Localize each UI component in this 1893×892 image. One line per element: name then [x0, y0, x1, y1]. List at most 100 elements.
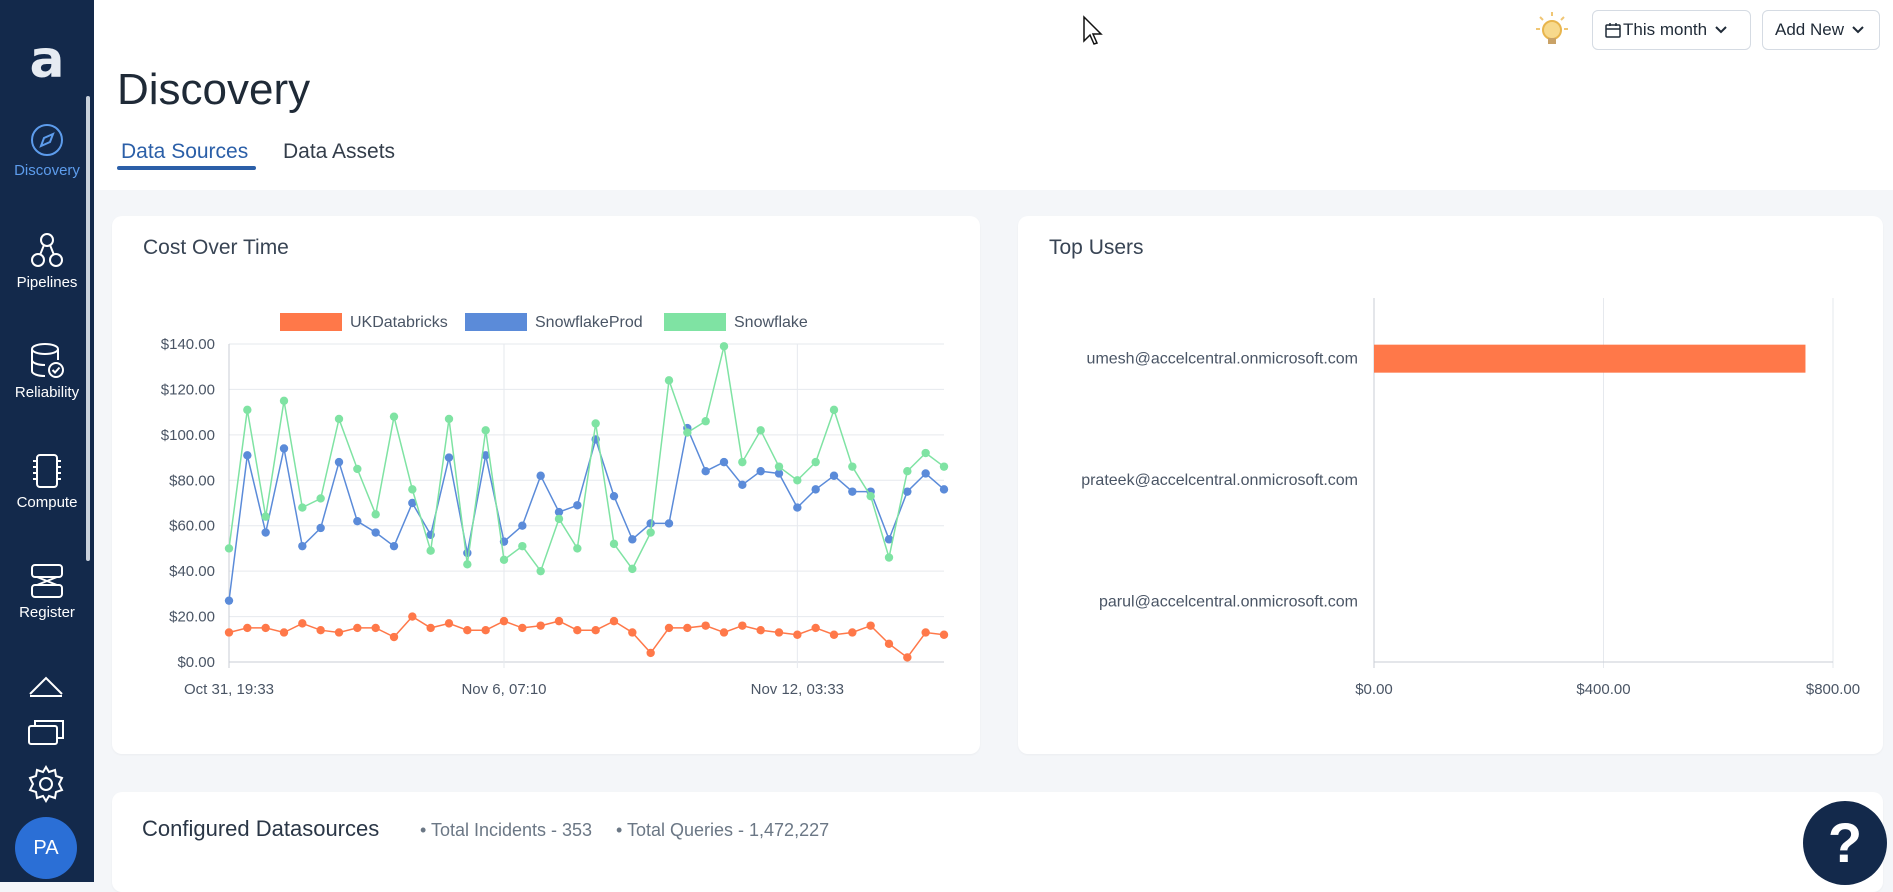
data-point: [701, 417, 710, 426]
app-logo[interactable]: a: [29, 30, 65, 90]
data-point: [829, 471, 839, 480]
data-point: [884, 639, 894, 649]
data-point: [518, 623, 527, 633]
x-tick-label: Oct 31, 19:33: [184, 681, 274, 698]
data-point: [738, 457, 747, 467]
data-point: [774, 469, 784, 478]
data-point: [463, 626, 472, 635]
sidebar-item-label: Pipelines: [16, 274, 78, 291]
data-point: [499, 555, 509, 564]
cost-over-time-chart: $0.00 $20.00 $40.00 $60.00 $80.00 $100.00 $120…: [161, 313, 949, 698]
series-line: [228, 615, 945, 659]
data-point: [573, 626, 582, 635]
data-point: [298, 619, 307, 628]
y-tick-label: $0.00: [177, 654, 215, 671]
data-point: [609, 491, 619, 501]
data-point: [554, 514, 564, 524]
add-new-dropdown[interactable]: Add New: [1762, 10, 1880, 50]
x-tick-label: $800.00: [1806, 681, 1860, 698]
data-point: [298, 541, 307, 551]
sidebar-item-reliability[interactable]: Reliability: [0, 342, 94, 401]
data-point: [646, 648, 655, 658]
database-check-icon: [31, 343, 64, 378]
sidebar-item-discovery[interactable]: Discovery: [0, 122, 94, 179]
data-point: [371, 510, 380, 519]
legend-swatch: [664, 313, 726, 331]
data-point: [811, 623, 820, 633]
data-point: [279, 396, 289, 405]
data-point: [793, 630, 802, 639]
legend-label: SnowflakeProd: [535, 314, 643, 331]
data-point: [609, 616, 619, 626]
avatar[interactable]: PA: [15, 817, 77, 879]
data-point: [298, 503, 307, 512]
data-point: [866, 621, 875, 630]
legend-swatch: [280, 313, 342, 331]
sidebar-item-pipelines[interactable]: Pipelines: [0, 232, 94, 291]
data-point: [903, 467, 912, 476]
lightbulb-icon[interactable]: [1534, 10, 1570, 50]
data-point: [848, 462, 857, 471]
data-point: [939, 630, 949, 639]
data-point: [719, 628, 729, 637]
date-range-label: This month: [1623, 20, 1708, 39]
data-point: [701, 621, 710, 630]
cards-icon[interactable]: [27, 718, 65, 746]
series-line: [228, 346, 945, 573]
data-point: [371, 623, 380, 633]
data-point: [829, 405, 839, 415]
data-point: [481, 426, 490, 435]
data-point: [261, 512, 270, 521]
data-point: [774, 628, 784, 637]
data-point: [353, 516, 362, 526]
data-point: [921, 628, 930, 637]
y-tick-label: $140.00: [161, 336, 215, 353]
data-point: [866, 491, 875, 501]
sidebar-item-compute[interactable]: Compute: [0, 452, 94, 511]
gear-icon[interactable]: [27, 765, 65, 803]
sidebar: a Discovery Pipelines Reliability: [0, 0, 94, 882]
data-point: [811, 457, 820, 467]
data-point: [279, 444, 289, 453]
data-point: [609, 539, 619, 549]
sidebar-item-label: Reliability: [14, 384, 80, 401]
chevron-down-icon: [1852, 26, 1864, 34]
y-tick-label: $40.00: [169, 563, 215, 580]
sidebar-item-register[interactable]: Register: [0, 562, 94, 621]
date-range-dropdown[interactable]: This month: [1592, 10, 1751, 50]
data-point: [554, 616, 564, 626]
data-point: [921, 448, 930, 458]
x-tick-label: $400.00: [1576, 681, 1630, 698]
data-point: [774, 462, 784, 471]
chevron-down-icon: [1715, 26, 1727, 34]
compass-icon: [31, 124, 63, 156]
bar: [1374, 344, 1806, 373]
card-title: Cost Over Time: [143, 236, 289, 259]
data-point: [646, 528, 655, 537]
data-point: [591, 626, 600, 635]
upload-icon[interactable]: [27, 672, 65, 698]
tab-data-assets[interactable]: Data Assets: [283, 140, 396, 163]
card-title: Top Users: [1049, 236, 1144, 259]
data-point: [371, 528, 380, 537]
data-point: [316, 626, 325, 635]
legend-label: UKDatabricks: [350, 314, 448, 331]
data-point: [279, 628, 289, 637]
data-point: [408, 498, 417, 508]
data-point: [756, 467, 765, 476]
tab-data-sources[interactable]: Data Sources: [121, 140, 249, 163]
category-label: umesh@accelcentral.onmicrosoft.com: [1087, 351, 1358, 368]
data-point: [261, 623, 270, 633]
data-point: [243, 405, 252, 415]
data-point: [389, 541, 399, 551]
register-icon: [31, 564, 63, 598]
sidebar-scrollbar[interactable]: [86, 96, 90, 561]
help-button[interactable]: ?: [1803, 801, 1887, 885]
data-point: [628, 628, 637, 637]
data-point: [664, 376, 674, 385]
data-point: [536, 621, 545, 630]
total-queries-stat: • Total Queries - 1,472,227: [616, 820, 830, 840]
data-point: [408, 612, 417, 621]
y-tick-label: $60.00: [169, 518, 215, 535]
data-point: [536, 471, 545, 480]
